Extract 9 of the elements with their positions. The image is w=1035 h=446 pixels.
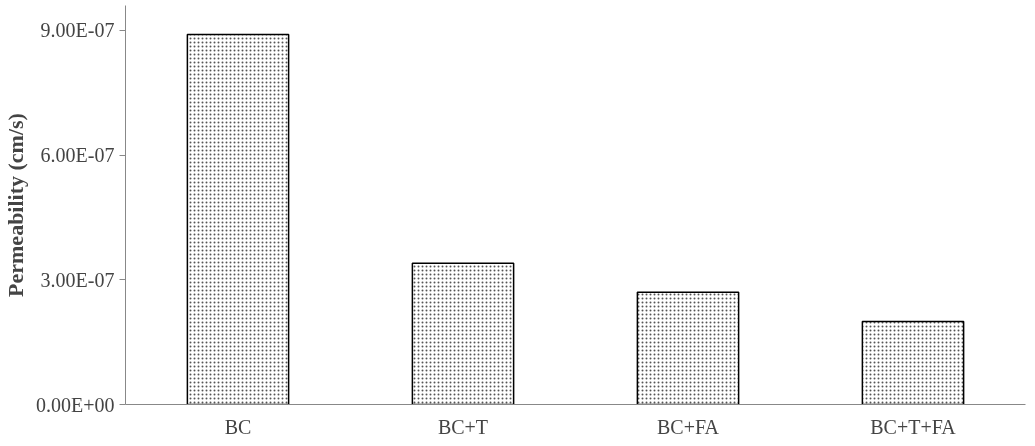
- y-axis-title: Permeability (cm/s): [3, 113, 28, 297]
- y-tick-label: 6.00E-07: [40, 144, 115, 167]
- x-tick-label: BC+T+FA: [870, 415, 957, 438]
- y-tick-label: 3.00E-07: [40, 268, 115, 291]
- x-tick-label: BC: [224, 415, 252, 438]
- y-tick-label: 9.00E-07: [40, 19, 115, 42]
- x-tick-label: BC+FA: [656, 415, 720, 438]
- y-tick-label: 0.00E+00: [36, 393, 115, 416]
- x-tick-label: BC+T: [437, 415, 489, 438]
